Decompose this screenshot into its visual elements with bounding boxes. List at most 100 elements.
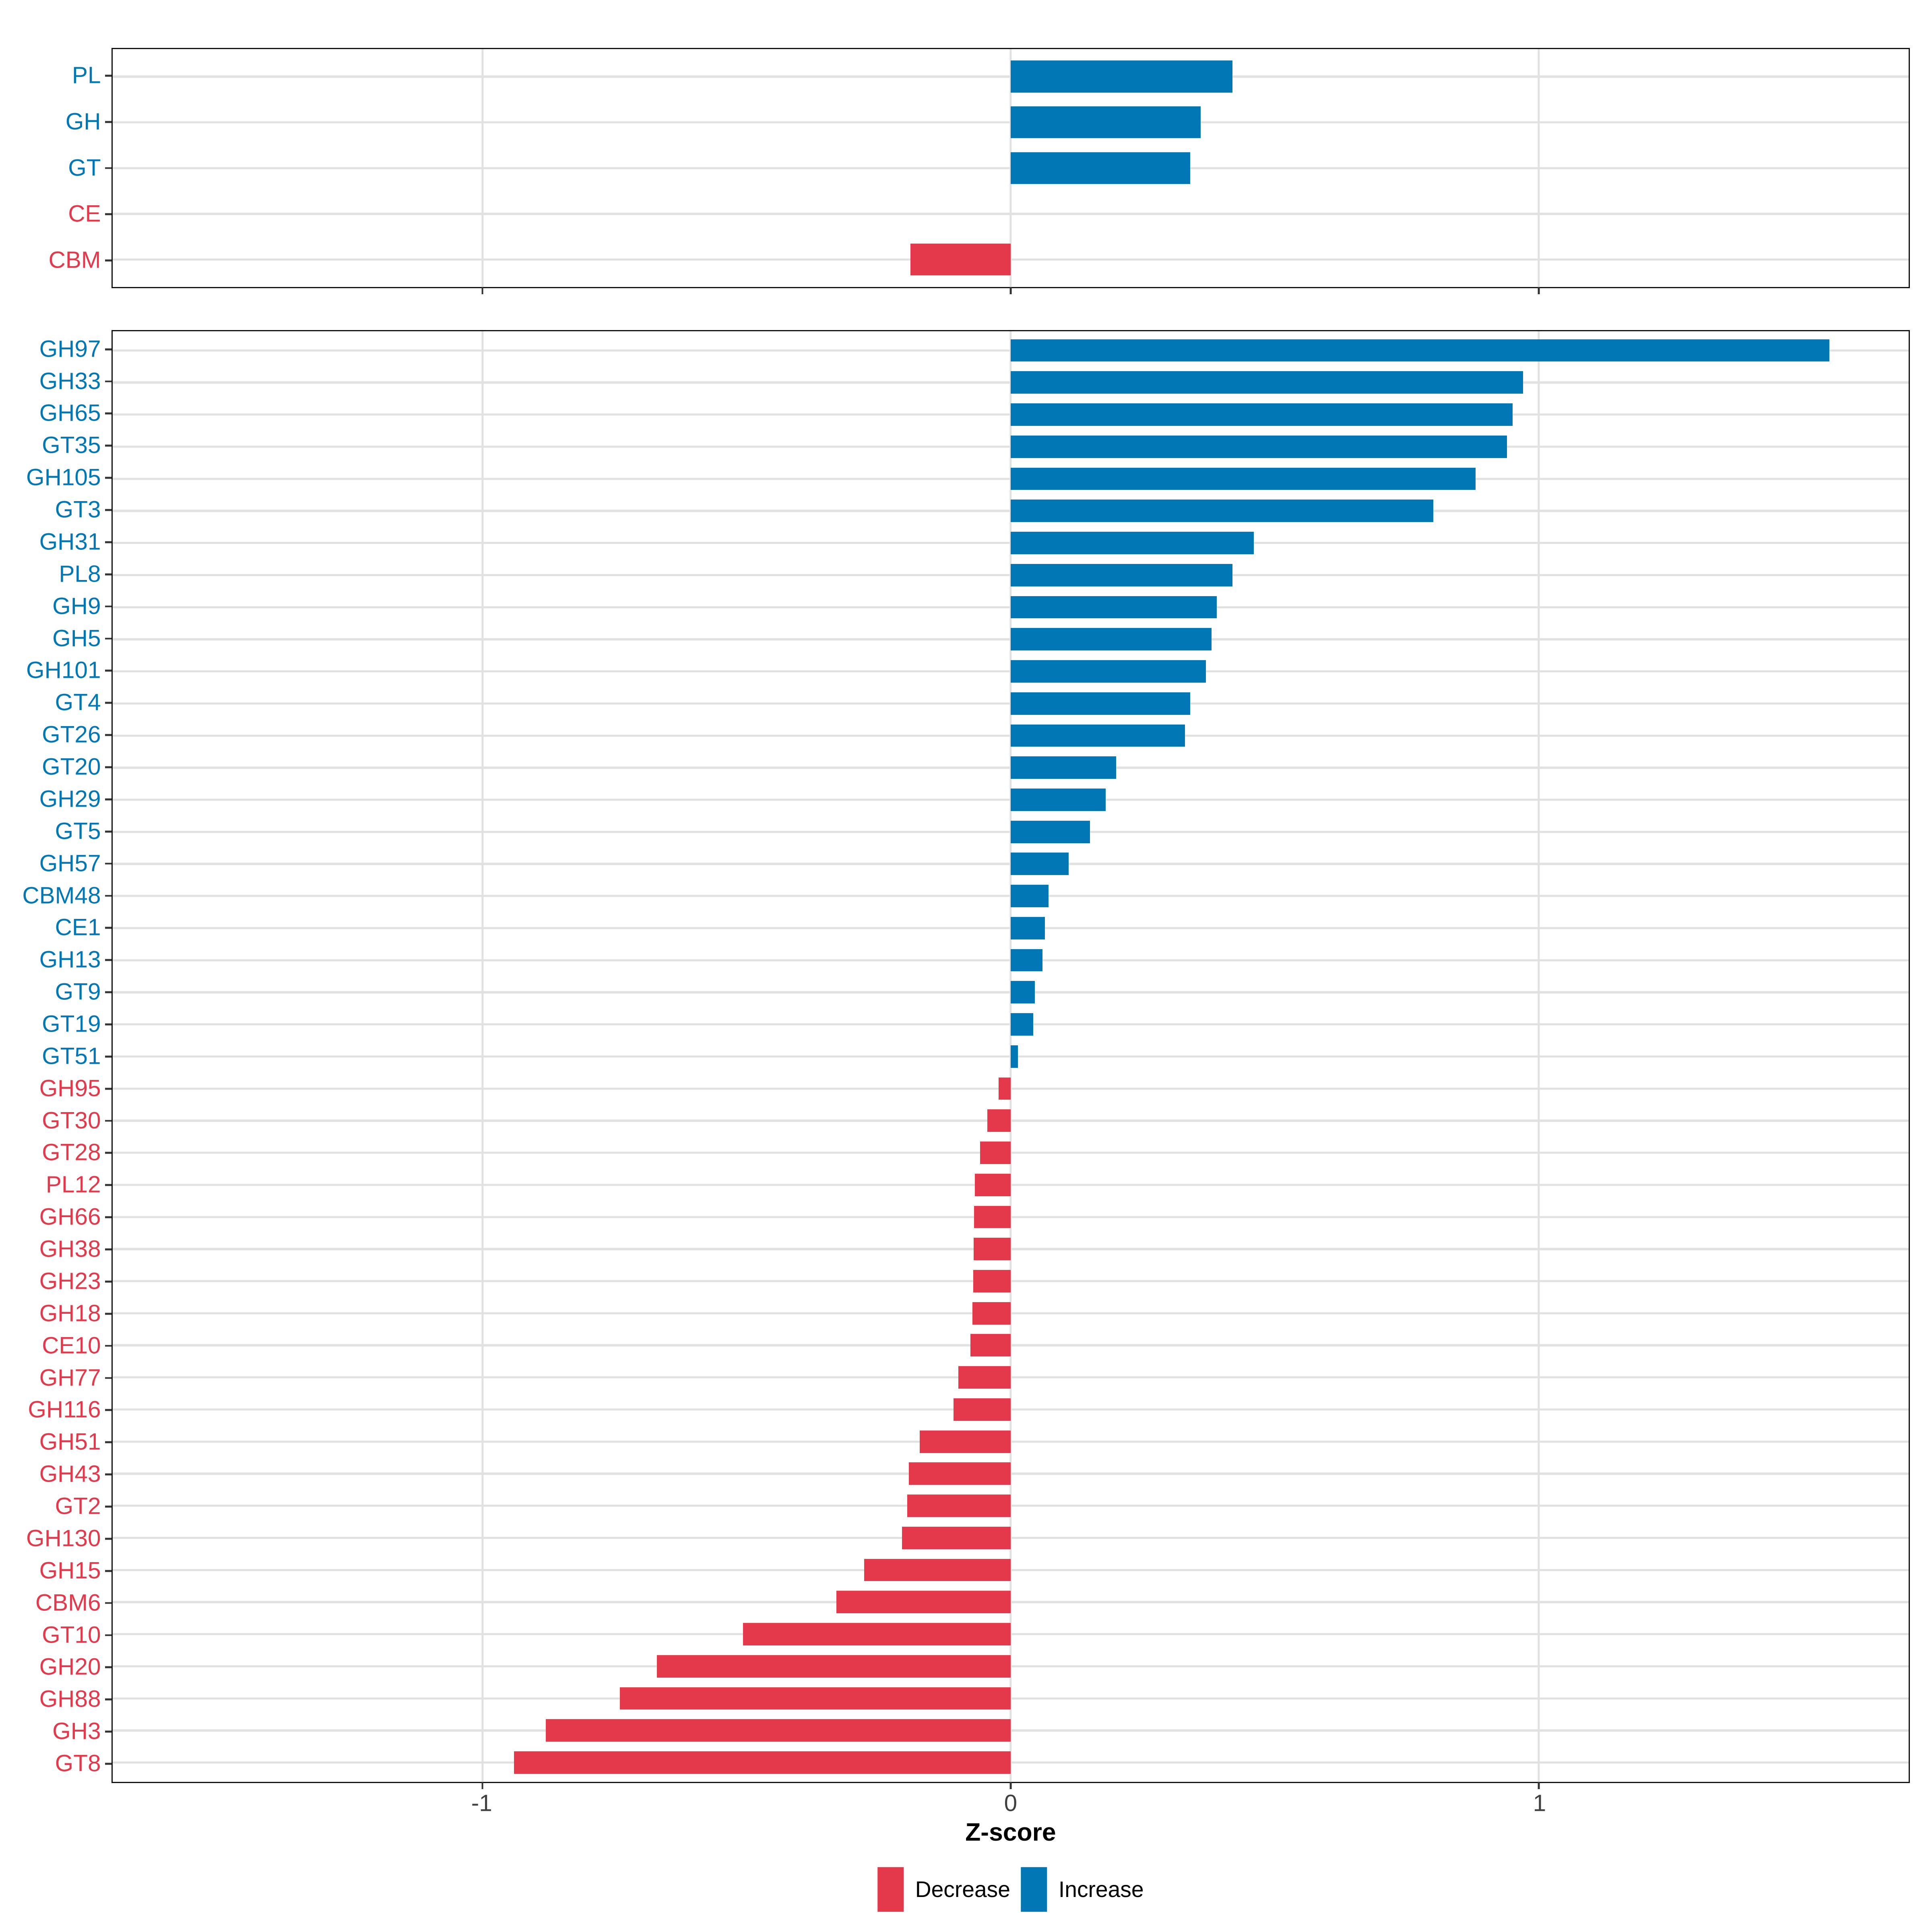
bar-GH97 [1010, 339, 1829, 362]
y-axis-tick [105, 927, 111, 929]
bar-PL8 [1010, 564, 1233, 586]
gridline-h [112, 1184, 1909, 1186]
y-axis-tick [105, 1023, 111, 1026]
y-axis-tick [105, 1698, 111, 1701]
y-axis-tick [105, 1602, 111, 1604]
category-label-GH95: GH95 [39, 1075, 101, 1102]
category-label-GH33: GH33 [39, 368, 101, 394]
bar-GT [1010, 152, 1191, 184]
y-axis-tick [105, 1248, 111, 1251]
y-axis-tick [105, 259, 111, 262]
category-label-CE10: CE10 [42, 1332, 101, 1359]
category-label-CBM6: CBM6 [35, 1589, 101, 1616]
bar-GH65 [1010, 403, 1513, 426]
legend-swatch-decrease [877, 1867, 904, 1912]
gridline-h [112, 1408, 1909, 1411]
bar-GT9 [1010, 981, 1035, 1004]
category-label-GT51: GT51 [42, 1043, 101, 1069]
y-axis-tick [105, 605, 111, 608]
x-axis-tick [1009, 287, 1012, 295]
category-label-GT3: GT3 [55, 496, 101, 523]
y-axis-tick [105, 1377, 111, 1379]
y-axis-tick [105, 413, 111, 415]
category-label-GT2: GT2 [55, 1493, 101, 1519]
bar-GH5 [1010, 628, 1212, 651]
gridline-h [112, 1248, 1909, 1250]
legend-item-increase: Increase [1021, 1867, 1144, 1912]
y-axis-tick [105, 1538, 111, 1540]
bar-GT19 [1010, 1013, 1034, 1036]
y-axis-tick [105, 1730, 111, 1733]
y-axis-tick [105, 1666, 111, 1668]
y-axis-tick [105, 477, 111, 479]
bar-GH13 [1010, 949, 1042, 972]
bar-GH9 [1010, 596, 1217, 619]
y-axis-tick [105, 991, 111, 993]
gridline-h [112, 1344, 1909, 1347]
category-label-GH77: GH77 [39, 1364, 101, 1391]
legend: Decrease Increase [877, 1867, 1144, 1912]
y-axis-tick [105, 1441, 111, 1443]
category-label-CBM48: CBM48 [22, 882, 101, 909]
bar-PL [1010, 60, 1233, 93]
y-axis-tick [105, 1345, 111, 1347]
category-label-GH57: GH57 [39, 850, 101, 877]
bar-GT20 [1010, 756, 1117, 779]
category-label-GT20: GT20 [42, 753, 101, 780]
y-axis-tick [105, 1473, 111, 1476]
y-axis-tick [105, 509, 111, 511]
category-label-GH5: GH5 [52, 625, 101, 652]
category-label-GH105: GH105 [26, 464, 101, 491]
legend-label-increase: Increase [1058, 1876, 1144, 1902]
category-label-GT5: GT5 [55, 818, 101, 844]
bar-GT5 [1010, 820, 1090, 843]
bar-GH [1010, 106, 1201, 138]
bar-GH31 [1010, 532, 1254, 554]
category-label-GH31: GH31 [39, 528, 101, 555]
y-axis-tick [105, 121, 111, 123]
bar-GT28 [980, 1141, 1011, 1164]
category-label-GT30: GT30 [42, 1107, 101, 1134]
bar-GH130 [902, 1527, 1011, 1549]
y-axis-tick [105, 670, 111, 672]
y-axis-tick [105, 1505, 111, 1508]
category-label-GT28: GT28 [42, 1139, 101, 1166]
gridline-h [112, 1376, 1909, 1379]
category-label-GH: GH [65, 108, 101, 135]
bar-GT3 [1010, 500, 1433, 522]
y-axis-tick [105, 638, 111, 640]
y-axis-tick [105, 1152, 111, 1154]
bar-GH29 [1010, 788, 1106, 811]
y-axis-tick [105, 1184, 111, 1186]
bar-GT2 [907, 1494, 1011, 1517]
bar-GT10 [743, 1623, 1011, 1646]
bar-GH3 [546, 1719, 1011, 1742]
category-label-GH116: GH116 [28, 1397, 101, 1423]
gridline-h [112, 213, 1909, 215]
bar-CBM6 [836, 1591, 1011, 1614]
top-panel-plot-area [111, 48, 1910, 295]
gridline-h [112, 1505, 1909, 1507]
y-axis-tick [105, 1570, 111, 1572]
category-label-GH88: GH88 [39, 1686, 101, 1712]
x-axis-tick [481, 287, 483, 295]
category-label-GT4: GT4 [55, 689, 101, 716]
gridline-h [112, 1312, 1909, 1315]
legend-item-decrease: Decrease [877, 1867, 1010, 1912]
gridline-h [112, 1601, 1909, 1604]
category-label-GT9: GT9 [55, 978, 101, 1005]
y-axis-tick [105, 702, 111, 704]
category-label-CE1: CE1 [55, 914, 101, 941]
category-label-GH65: GH65 [39, 400, 101, 427]
y-axis-tick [105, 213, 111, 215]
category-label-GH3: GH3 [52, 1718, 101, 1744]
main-panel-section: GH97 GH33 GH65 GT35 GH105 GT3 GH31 PL8 GH9 GH5 GH1… [0, 330, 1932, 1790]
y-axis-tick [105, 167, 111, 169]
bar-GH20 [656, 1655, 1011, 1678]
bar-GH88 [619, 1687, 1011, 1710]
y-axis-tick [105, 380, 111, 383]
x-tick-label: 0 [1004, 1790, 1018, 1816]
gridline-h [112, 1697, 1909, 1700]
y-axis-tick [105, 573, 111, 576]
